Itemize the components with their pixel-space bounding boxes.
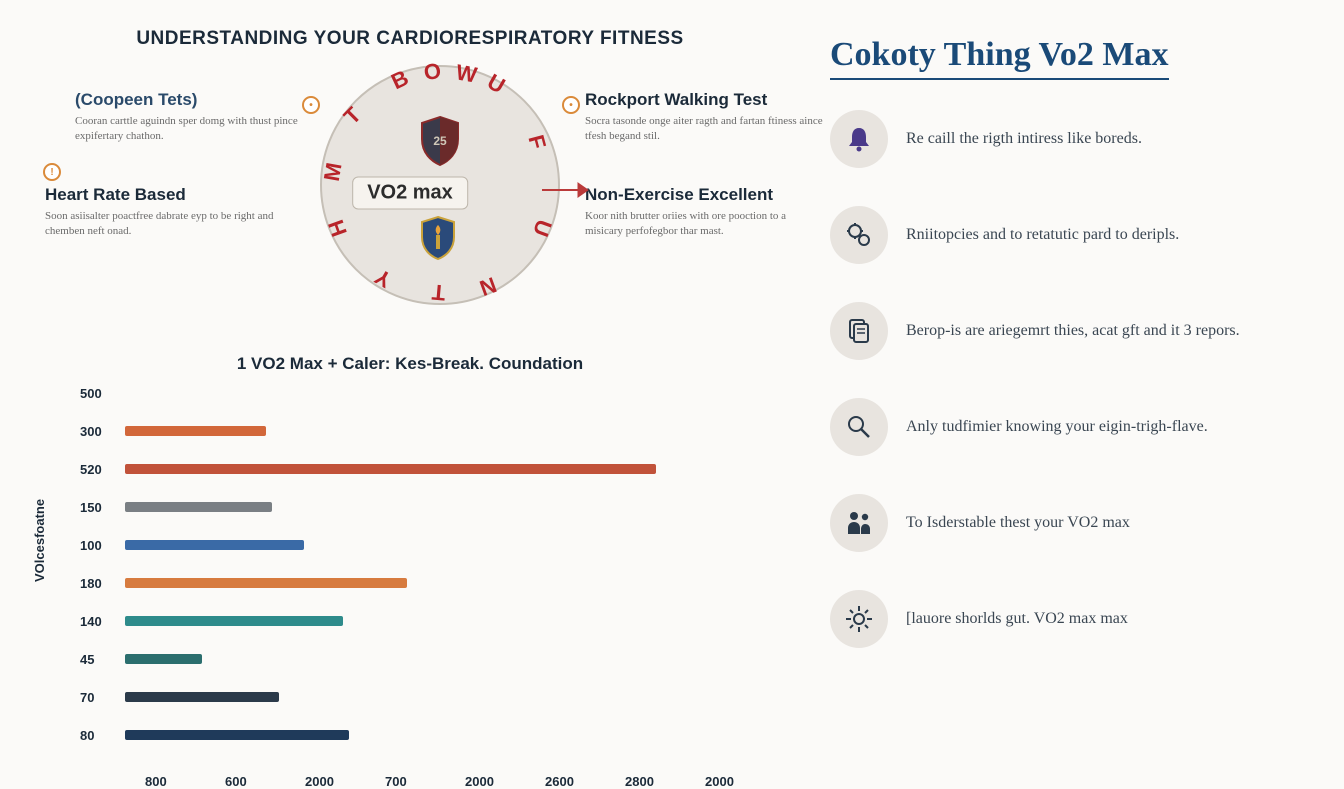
y-tick: 500: [80, 386, 102, 401]
callout-heart-rate: ! Heart Rate Based Soon asiisalter poact…: [45, 185, 275, 239]
tip-text: Anly tudfimier knowing your eigin-trigh-…: [906, 416, 1208, 438]
tip-text: To Isderstable thest your VO2 max: [906, 512, 1130, 534]
bar: [125, 654, 202, 664]
search-icon: [830, 398, 888, 456]
y-tick: 70: [80, 690, 94, 705]
bar: [125, 578, 407, 588]
right-title: Cokoty Thing Vo2 Max: [830, 36, 1169, 80]
vo2-diagram: B O W U F U N T Y H M T 25 VO2 max (Coop…: [40, 60, 780, 350]
callout-non-exercise: Non-Exercise Excellent Koor nith brutter…: [585, 185, 825, 239]
gears-icon: [830, 206, 888, 264]
bar: [125, 426, 266, 436]
y-tick: 45: [80, 652, 94, 667]
bar: [125, 692, 279, 702]
tip-text: Rniitopcies and to retatutic pard to der…: [906, 224, 1179, 246]
x-tick: 700: [385, 774, 407, 789]
x-tick: 800: [145, 774, 167, 789]
tip-text: Berop-is are ariegemrt thies, acat gft a…: [906, 320, 1240, 342]
svg-text:25: 25: [433, 134, 447, 148]
bell-icon: [830, 110, 888, 168]
tip-text: Re caill the rigth intiress like boreds.: [906, 128, 1142, 150]
tip-text: [lauore shorlds gut. VO2 max max: [906, 608, 1128, 630]
bar: [125, 540, 304, 550]
page-title: UNDERSTANDING YOUR CARDIORESPIRATORY FIT…: [40, 28, 780, 50]
vo2-center-label: VO2 max: [352, 177, 468, 210]
tip-item: Berop-is are ariegemrt thies, acat gft a…: [830, 302, 1314, 360]
bar-chart: VOlcesfoatne 500300520150100180140457080…: [40, 382, 780, 762]
bar: [125, 464, 656, 474]
tip-item: Anly tudfimier knowing your eigin-trigh-…: [830, 398, 1314, 456]
bar: [125, 730, 349, 740]
arrow-icon: [540, 175, 590, 205]
x-tick: 2000: [465, 774, 494, 789]
shield-icon: 25: [418, 115, 462, 167]
y-tick: 140: [80, 614, 102, 629]
people-icon: [830, 494, 888, 552]
tips-panel: Cokoty Thing Vo2 Max Re caill the rigth …: [800, 0, 1344, 768]
y-tick: 100: [80, 538, 102, 553]
x-tick: 2600: [545, 774, 574, 789]
torch-shield-icon: [418, 215, 458, 261]
bullet-icon: •: [302, 96, 320, 114]
docs-icon: [830, 302, 888, 360]
cog-icon: [830, 590, 888, 648]
bar: [125, 502, 272, 512]
chart-title: 1 VO2 Max + Caler: Kes-Break. Coundation: [40, 354, 780, 374]
y-tick: 80: [80, 728, 94, 743]
y-tick: 180: [80, 576, 102, 591]
callout-rockport: Rockport Walking Test Socra tasonde onge…: [585, 90, 825, 144]
callout-cooper: (Coopeen Tets) Cooran carttle aguindn sp…: [75, 90, 305, 144]
tip-item: Rniitopcies and to retatutic pard to der…: [830, 206, 1314, 264]
bullet-icon: !: [43, 163, 61, 181]
x-tick: 600: [225, 774, 247, 789]
tip-item: [lauore shorlds gut. VO2 max max: [830, 590, 1314, 648]
x-tick: 2000: [305, 774, 334, 789]
tip-item: Re caill the rigth intiress like boreds.: [830, 110, 1314, 168]
bar: [125, 616, 343, 626]
y-tick: 300: [80, 424, 102, 439]
y-tick: 150: [80, 500, 102, 515]
y-tick: 520: [80, 462, 102, 477]
tip-item: To Isderstable thest your VO2 max: [830, 494, 1314, 552]
bullet-icon: •: [562, 96, 580, 114]
x-tick: 2000: [705, 774, 734, 789]
x-tick: 2800: [625, 774, 654, 789]
y-axis-label: VOlcesfoatne: [32, 499, 47, 582]
